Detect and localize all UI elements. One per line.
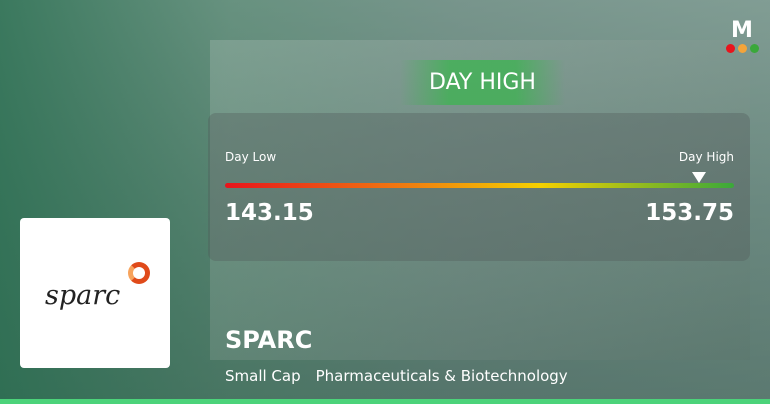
day-low-label: Day Low: [225, 150, 277, 164]
day-low-value: 143.15: [225, 200, 314, 226]
brand-logo-letter: M: [731, 18, 753, 43]
marker-triangle-icon: [692, 172, 706, 183]
day-high-label: Day High: [678, 150, 734, 164]
company-logo-swirl-icon: [128, 262, 150, 284]
company-logo-text: sparc: [45, 280, 121, 311]
day-high-banner: DAY HIGH: [400, 60, 565, 105]
range-bar: [225, 183, 734, 188]
sector: Pharmaceuticals & Biotechnology: [315, 367, 568, 385]
company-name: SPARC: [225, 326, 313, 354]
day-high-value: 153.75: [645, 200, 734, 226]
bottom-accent-bar: [0, 399, 770, 404]
market-cap: Small Cap: [225, 367, 301, 385]
company-logo-card: sparc: [20, 218, 170, 368]
brand-logo: M: [724, 20, 760, 54]
